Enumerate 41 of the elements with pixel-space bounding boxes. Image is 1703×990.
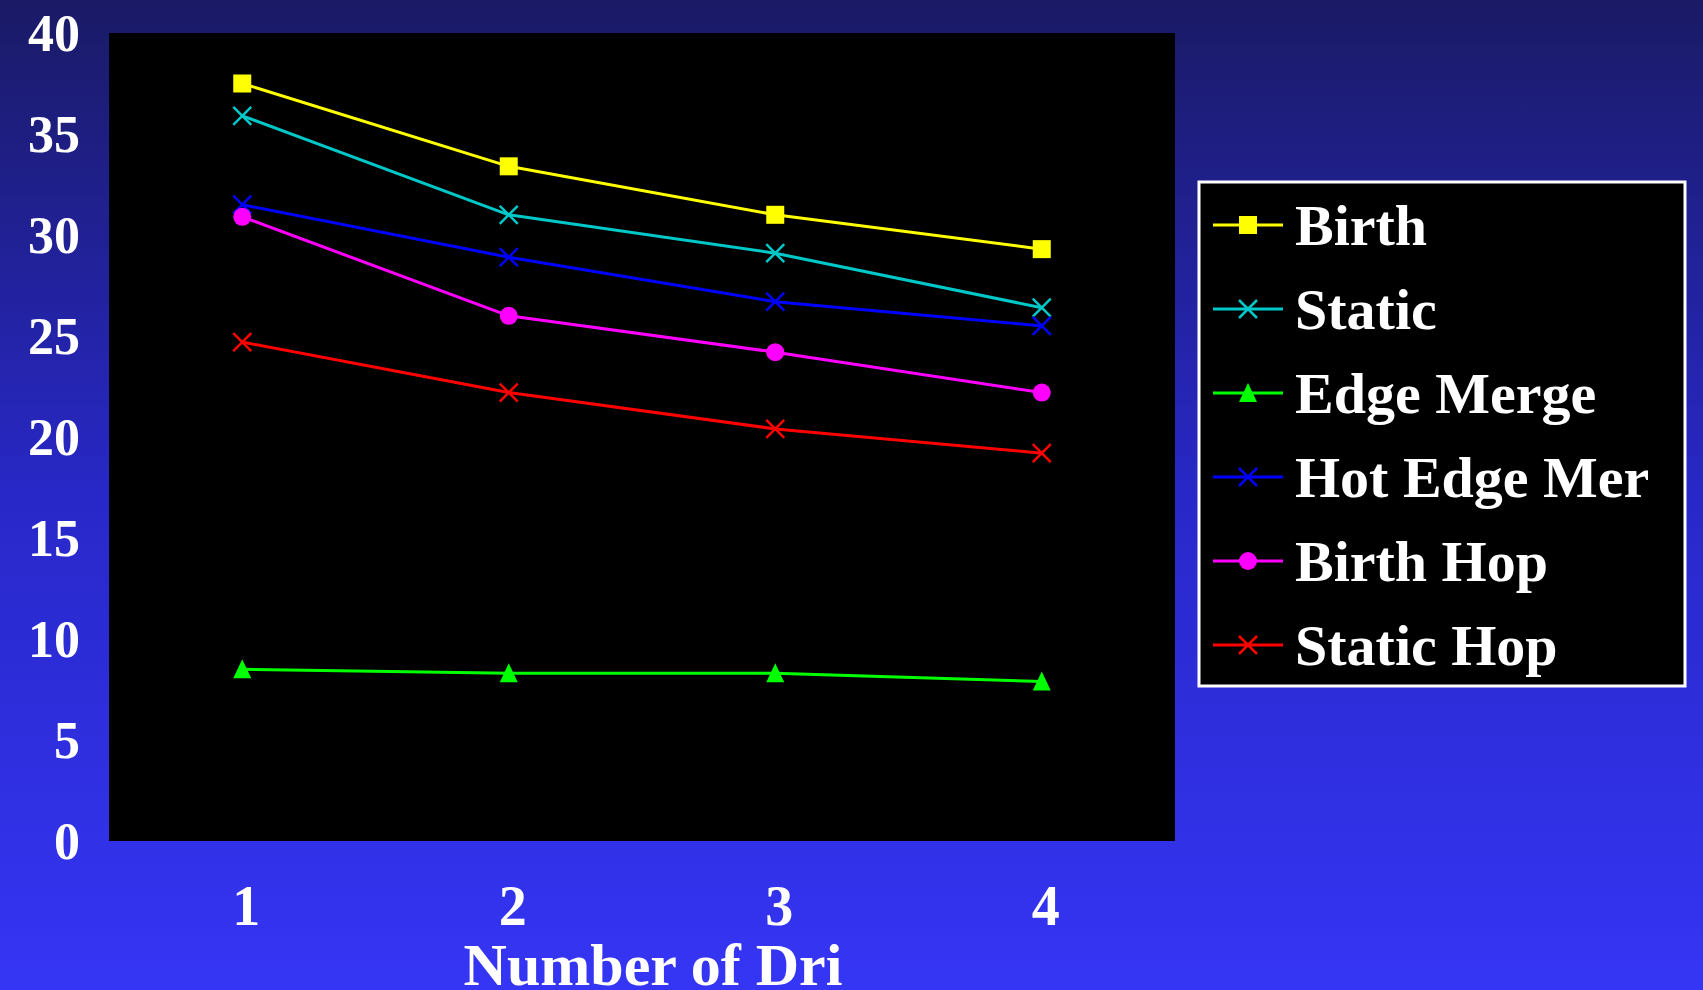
y-tick-label: 15 <box>28 510 80 568</box>
point <box>766 205 785 224</box>
y-tick-label: 5 <box>54 712 80 770</box>
point <box>232 194 253 215</box>
point <box>499 157 518 176</box>
point <box>1031 297 1052 318</box>
point <box>1032 383 1051 402</box>
y-tick-label: 35 <box>28 106 80 164</box>
y-tick-label: 10 <box>28 611 80 669</box>
y-tick-label: 30 <box>28 207 80 265</box>
legend-label: Edge Merge <box>1295 361 1597 427</box>
y-tick-label: 0 <box>54 813 80 871</box>
point <box>1032 240 1051 259</box>
point <box>766 343 785 362</box>
y-tick-label: 40 <box>28 5 80 63</box>
point <box>499 306 518 325</box>
point <box>765 242 786 264</box>
point <box>498 246 519 268</box>
point <box>233 659 252 679</box>
legend-label: Static Hop <box>1295 613 1558 679</box>
x-tick-label: 4 <box>1031 875 1060 937</box>
point <box>233 207 252 226</box>
point <box>499 663 518 683</box>
y-tick-label: 20 <box>28 409 80 467</box>
point <box>1031 315 1052 337</box>
point <box>233 74 252 93</box>
legend-label: Birth Hop <box>1295 529 1548 595</box>
y-tick-label: 25 <box>28 308 80 366</box>
point <box>498 204 519 226</box>
point <box>766 663 785 683</box>
x-tick-label: 1 <box>232 875 261 937</box>
point <box>1032 671 1051 691</box>
point <box>498 382 519 403</box>
point <box>1031 442 1052 464</box>
legend-label: Hot Edge Mer <box>1295 445 1650 511</box>
legend-label: Birth <box>1295 193 1428 259</box>
point <box>232 105 253 127</box>
point <box>765 291 786 312</box>
legend-label: Static <box>1295 277 1437 343</box>
point <box>232 331 253 353</box>
point <box>765 418 786 440</box>
